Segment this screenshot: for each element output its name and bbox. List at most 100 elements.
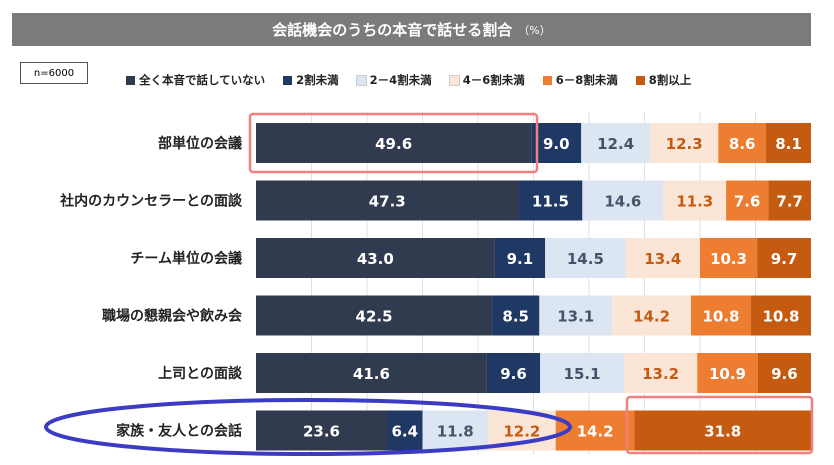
category-label: 社内のカウンセラーとの面談 — [59, 193, 243, 210]
legend-item: 4－6割未満 — [448, 72, 525, 88]
category-label: チーム単位の会議 — [130, 250, 242, 267]
data-label: 41.6 — [353, 365, 390, 383]
bar-segment — [768, 180, 811, 221]
legend: 全く本音で話していない 2割未満 2－4割未満 4－6割未満 6－8割未満 8割以上 — [126, 72, 691, 88]
bar-segment — [539, 295, 613, 336]
bar-segment — [256, 123, 532, 163]
bar-segment — [751, 295, 811, 336]
data-label: 11.3 — [676, 193, 713, 211]
data-label: 13.4 — [644, 250, 681, 268]
data-label: 7.7 — [776, 193, 803, 211]
bar-segment — [256, 295, 493, 336]
bar-segment — [256, 180, 519, 221]
bar-segment — [581, 123, 651, 163]
legend-item: 2－4割未満 — [355, 72, 432, 88]
legend-swatch — [448, 74, 460, 86]
data-label: 10.9 — [709, 365, 746, 383]
category-label: 部単位の会議 — [158, 135, 242, 152]
bar-segment — [697, 353, 758, 393]
sample-size-box: n=6000 — [20, 62, 88, 84]
category-label: 職場の懇親会や飲み会 — [102, 308, 243, 325]
data-label: 15.1 — [564, 365, 601, 383]
bar-segment — [486, 353, 541, 393]
legend-swatch — [635, 75, 645, 85]
data-label: 31.8 — [704, 423, 741, 441]
bar-segment — [726, 180, 769, 221]
bar-segment — [757, 238, 811, 278]
bar-segment — [494, 238, 546, 278]
legend-item: 8割以上 — [635, 72, 692, 88]
legend-swatch — [355, 74, 367, 86]
data-label: 42.5 — [356, 308, 393, 326]
data-label: 43.0 — [357, 250, 394, 268]
category-label: 上司との面談 — [158, 365, 243, 382]
category-label: 家族・友人との会話 — [116, 423, 242, 440]
bar-segment — [650, 123, 719, 163]
chart-title: 会話機会のうちの本音で話せる割合 — [272, 21, 513, 39]
sample-size-text: n=6000 — [33, 67, 75, 79]
bar-segment — [691, 295, 751, 336]
data-label: 12.2 — [503, 423, 540, 441]
data-label: 12.4 — [597, 135, 634, 153]
data-label: 47.3 — [369, 193, 406, 211]
data-label: 9.6 — [771, 365, 798, 383]
bar-segment — [386, 410, 423, 451]
data-label: 14.2 — [633, 308, 670, 326]
bar-segment — [634, 410, 811, 451]
data-label: 13.1 — [557, 308, 594, 326]
bar-segment — [531, 123, 582, 163]
data-label: 9.6 — [500, 365, 527, 383]
highlight-rect-top — [248, 112, 539, 174]
legend-label: 4－6割未満 — [462, 73, 525, 87]
bar-segment — [757, 353, 811, 393]
data-label: 14.2 — [577, 423, 614, 441]
bar-segment — [582, 180, 664, 221]
bar-segment — [766, 123, 811, 163]
bar-segment — [256, 238, 495, 278]
data-label: 9.0 — [543, 135, 570, 153]
data-label: 8.5 — [502, 308, 529, 326]
bar-segment — [256, 410, 387, 451]
legend-swatch — [542, 75, 552, 85]
bar-segment — [545, 238, 626, 278]
bar-segment — [492, 295, 540, 336]
legend-label: 2割未満 — [296, 73, 339, 87]
data-label: 11.5 — [532, 193, 569, 211]
bar-segment — [623, 353, 698, 393]
bar-segment — [422, 410, 488, 451]
data-label: 10.3 — [710, 250, 747, 268]
data-label: 23.6 — [303, 423, 340, 441]
bar-segment — [612, 295, 691, 336]
data-label: 14.6 — [604, 193, 641, 211]
bar-segment — [540, 353, 624, 393]
data-label: 9.7 — [771, 250, 798, 268]
legend-item: 全く本音で話していない — [126, 72, 265, 88]
data-label: 8.1 — [775, 135, 802, 153]
data-label: 6.4 — [391, 423, 418, 441]
bar-segment — [256, 353, 487, 393]
highlight-ellipse — [44, 398, 572, 456]
legend-item: 6－8割未満 — [542, 72, 618, 88]
legend-label: 8割以上 — [648, 73, 692, 87]
legend-label: 全く本音で話していない — [139, 73, 266, 87]
bar-segment — [625, 238, 700, 278]
legend-swatch — [126, 75, 135, 85]
bar-segment — [518, 180, 583, 221]
data-label: 11.8 — [437, 423, 474, 441]
legend-item: 2割未満 — [283, 72, 339, 88]
legend-swatch — [283, 75, 293, 85]
bar-segment — [663, 180, 727, 221]
data-label: 12.3 — [666, 135, 703, 153]
bar-segment — [700, 238, 758, 278]
data-label: 10.8 — [702, 308, 739, 326]
legend-label: 6－8割未満 — [555, 73, 618, 87]
data-label: 13.2 — [642, 365, 679, 383]
data-label: 7.6 — [734, 193, 761, 211]
bar-segment — [718, 123, 767, 163]
data-label: 10.8 — [762, 308, 799, 326]
highlight-rect-bottom — [625, 395, 814, 455]
data-label: 8.6 — [729, 135, 756, 153]
chart-unit: （%） — [518, 23, 551, 37]
chart-title-bar: 会話機会のうちの本音で話せる割合 （%） — [12, 13, 811, 46]
